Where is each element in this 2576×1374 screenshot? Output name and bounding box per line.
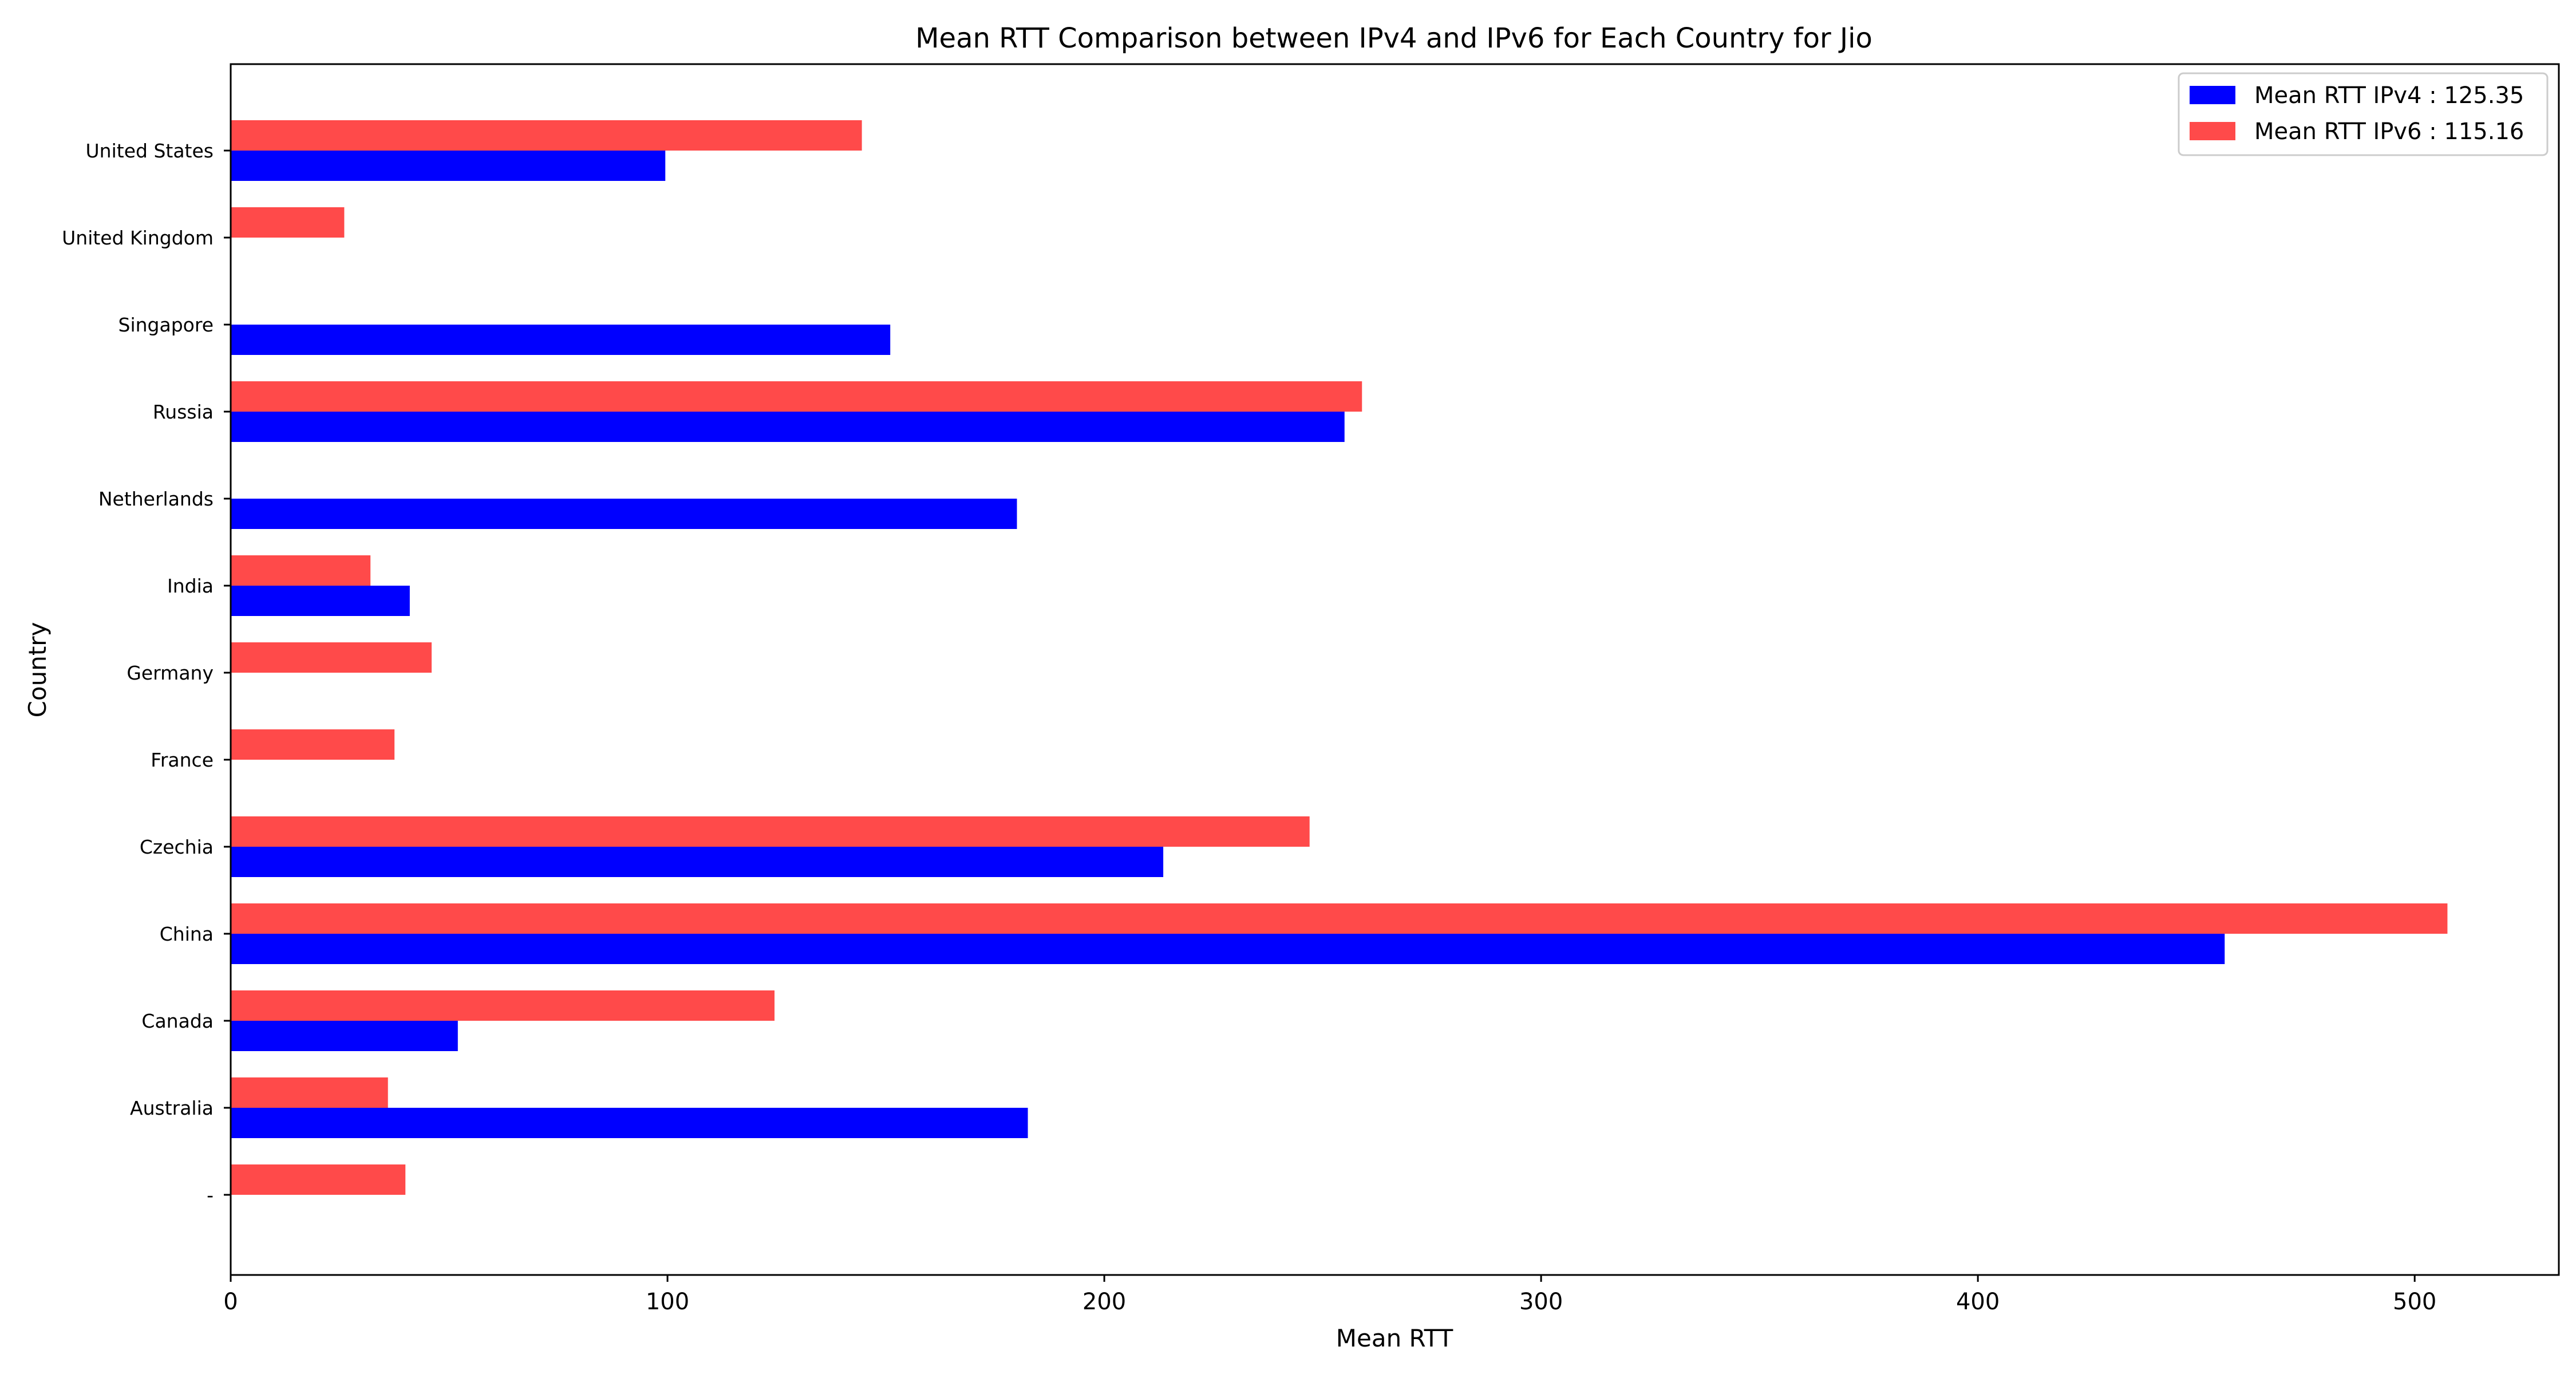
bar-ipv4-netherlands (231, 499, 1017, 529)
x-axis-ticks: 0 100 200 300 400 500 (223, 1275, 2436, 1315)
legend-frame (2178, 72, 2549, 156)
bar-ipv4-canada (231, 1021, 458, 1051)
bar-ipv6-china (231, 903, 2448, 934)
y-tick-label-china: China (160, 923, 214, 945)
x-tick-label-500: 500 (2393, 1289, 2436, 1315)
bar-ipv4-czechia (231, 847, 1164, 877)
y-tick-label-united-kingdom: United Kingdom (62, 227, 214, 249)
legend: Mean RTT IPv4 : 125.35 Mean RTT IPv6 : 11… (2178, 72, 2549, 156)
y-tick-label-russia: Russia (153, 401, 214, 423)
y-tick-label-france: France (151, 749, 214, 771)
y-tick-label-unlabeled: - (207, 1184, 214, 1206)
y-axis-label: Country (23, 622, 52, 718)
bar-ipv4-russia (231, 412, 1345, 442)
bars-group (231, 120, 2448, 1195)
plot-frame (230, 63, 2560, 1276)
bar-ipv6-united-kingdom (231, 207, 345, 238)
bar-ipv6-russia (231, 381, 1362, 412)
chart-title: Mean RTT Comparison between IPv4 and IPv… (915, 22, 1872, 54)
x-axis-label: Mean RTT (1336, 1324, 1453, 1352)
y-tick-label-netherlands: Netherlands (98, 488, 214, 510)
legend-swatch-ipv4 (2190, 86, 2235, 104)
x-tick-label-200: 200 (1082, 1289, 1126, 1315)
bar-ipv4-australia (231, 1108, 1028, 1138)
y-tick-label-india: India (167, 575, 214, 597)
legend-label-ipv6: Mean RTT IPv6 : 115.16 (2254, 119, 2524, 145)
x-tick-label-400: 400 (1956, 1289, 2000, 1315)
bar-ipv6-australia (231, 1077, 388, 1108)
y-tick-label-singapore: Singapore (118, 314, 214, 336)
bar-ipv4-china (231, 934, 2225, 964)
x-tick-label-0: 0 (223, 1289, 238, 1315)
bar-ipv6-india (231, 555, 371, 586)
bar-ipv4-united-states (231, 151, 666, 181)
y-tick-label-germany: Germany (127, 662, 214, 684)
bar-ipv6-france (231, 729, 395, 760)
y-tick-label-czechia: Czechia (140, 836, 214, 858)
bar-ipv6-united-states (231, 120, 862, 151)
x-tick-label-100: 100 (646, 1289, 689, 1315)
bar-ipv6-unlabeled (231, 1164, 406, 1195)
bar-ipv6-canada (231, 990, 775, 1021)
y-tick-label-united-states: United States (86, 140, 214, 162)
y-tick-label-australia: Australia (130, 1097, 214, 1119)
y-axis-ticks: United States United Kingdom Singapore Russ… (62, 140, 231, 1206)
x-tick-label-300: 300 (1519, 1289, 1563, 1315)
legend-swatch-ipv6 (2190, 122, 2235, 140)
legend-label-ipv4: Mean RTT IPv4 : 125.35 (2254, 82, 2524, 109)
bar-ipv6-germany (231, 642, 432, 673)
bar-ipv4-singapore (231, 325, 891, 355)
y-tick-label-canada: Canada (141, 1010, 214, 1032)
bar-ipv6-czechia (231, 816, 1310, 847)
bar-ipv4-india (231, 586, 410, 616)
